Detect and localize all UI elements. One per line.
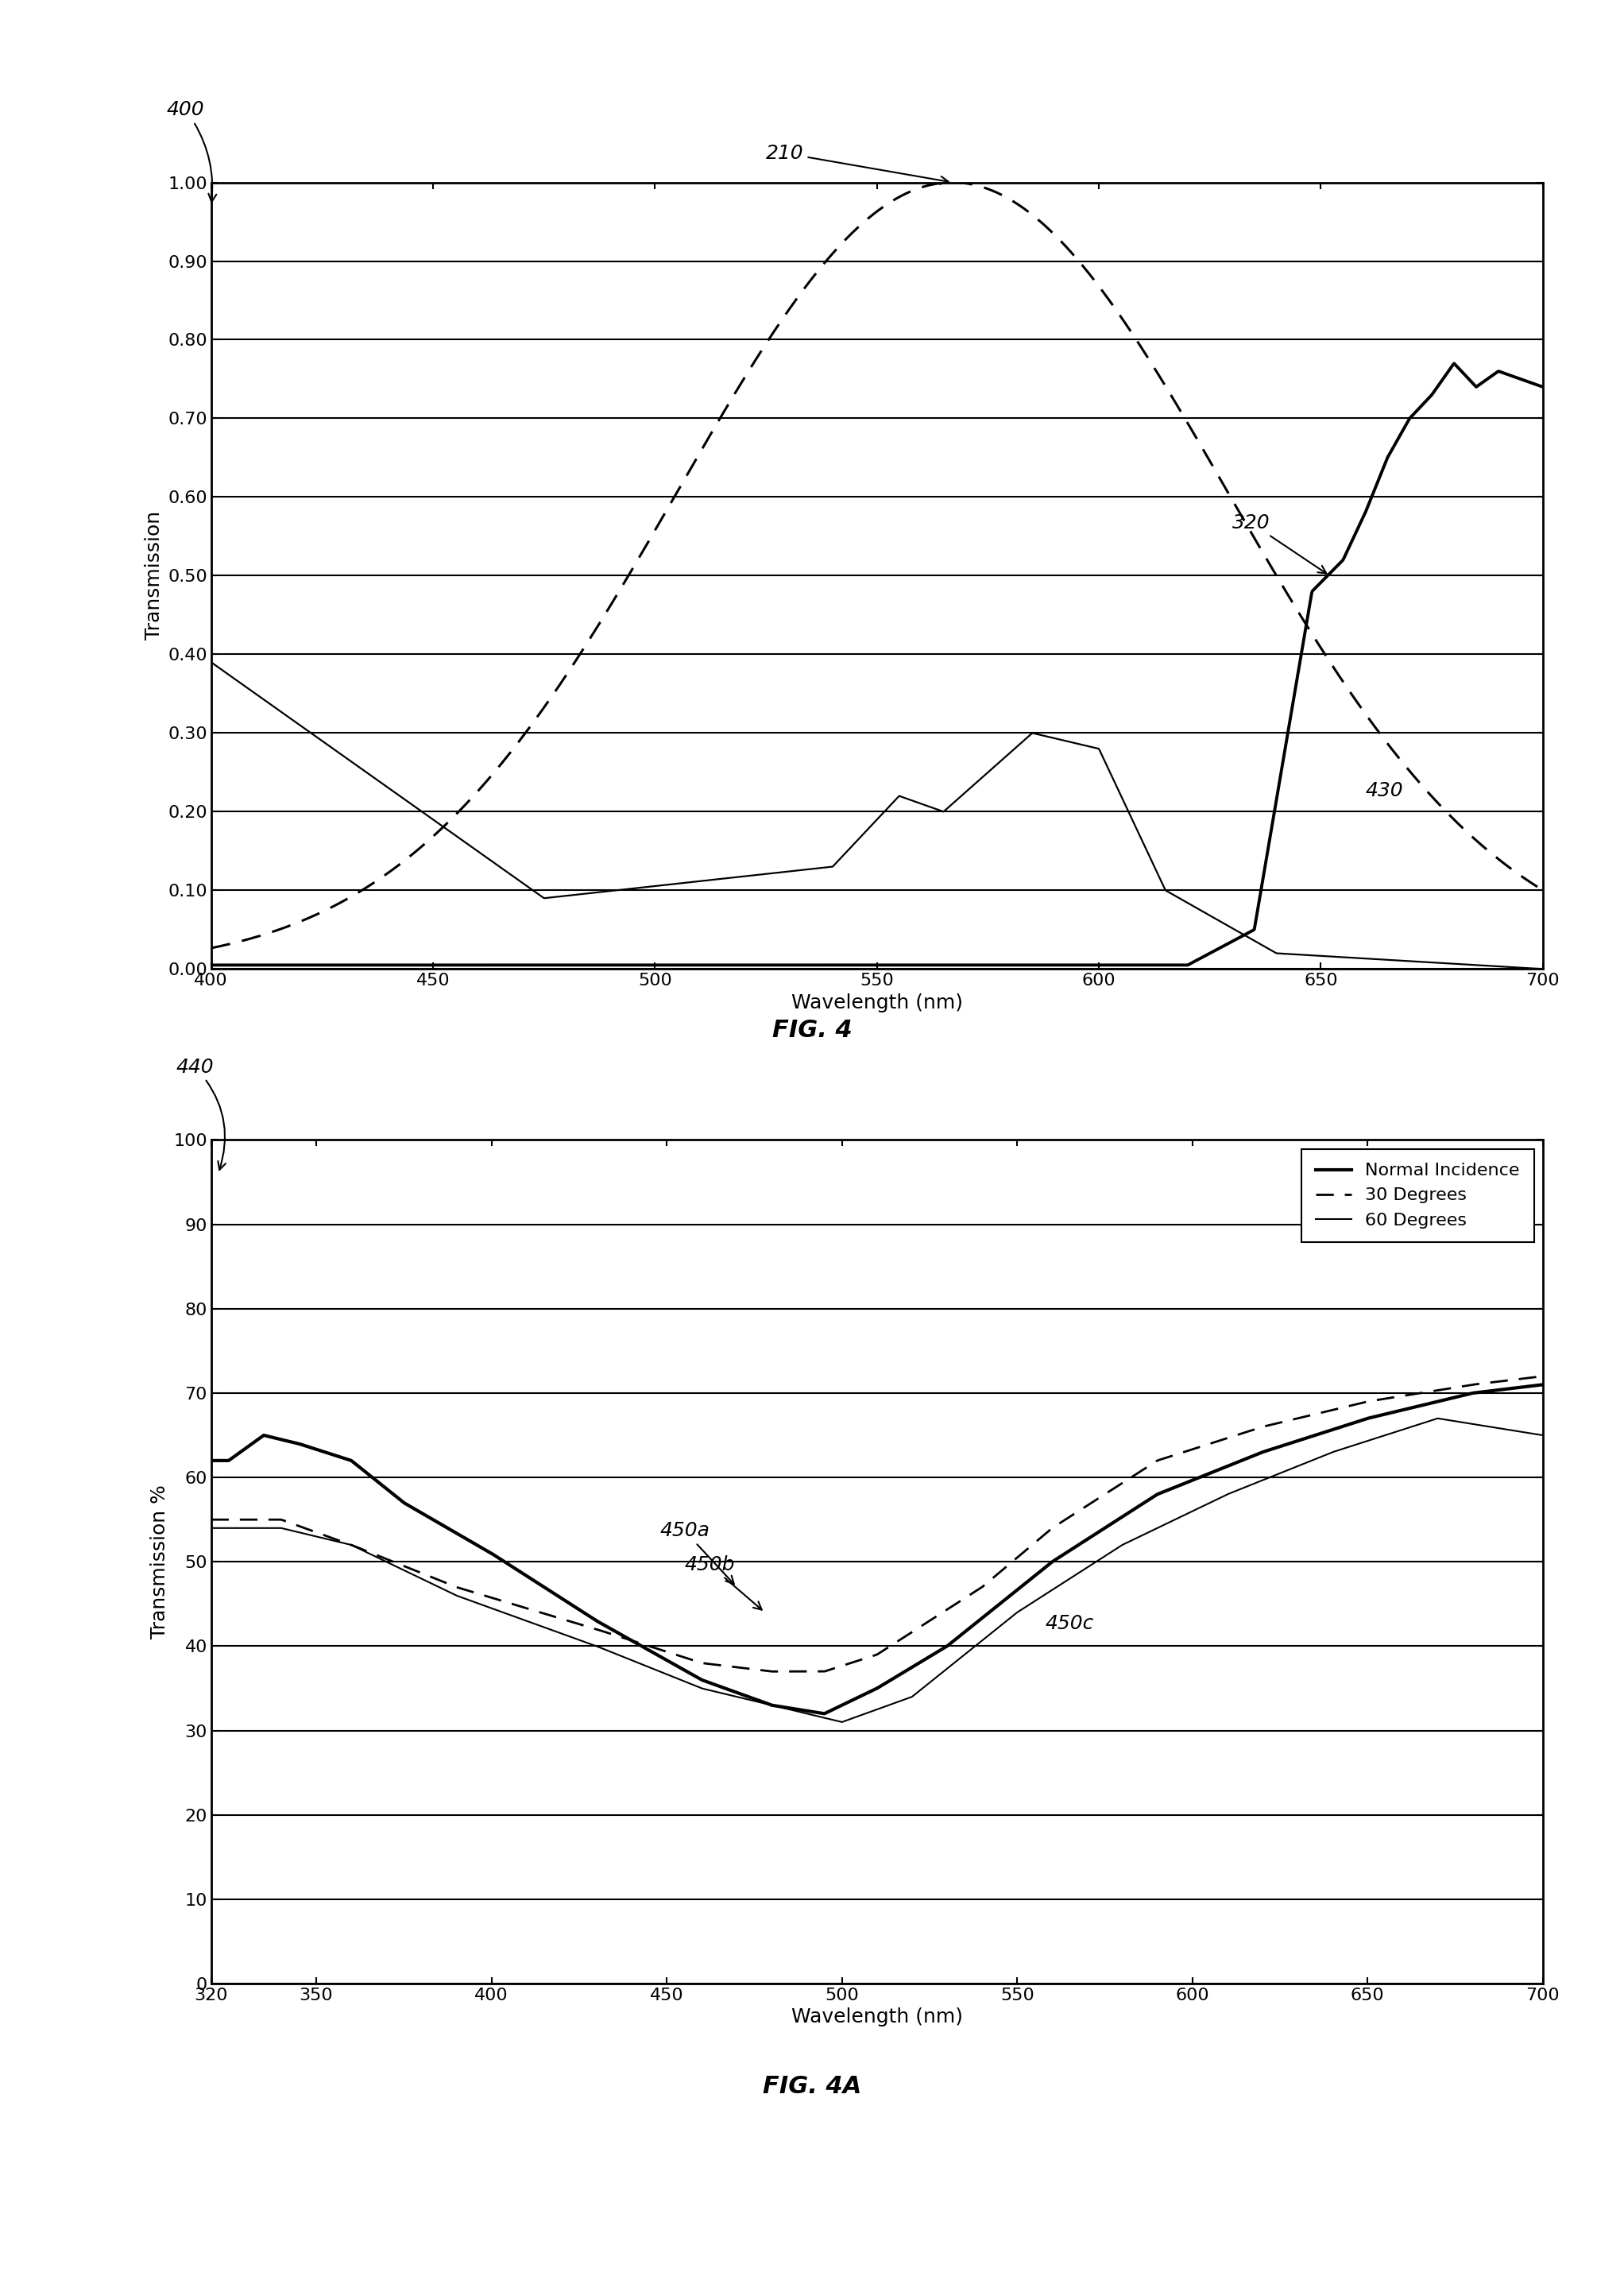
30 Degrees bbox=[201, 1505, 221, 1532]
Text: 450b: 450b bbox=[684, 1555, 762, 1610]
Text: FIG. 4A: FIG. 4A bbox=[763, 2075, 861, 2098]
Text: 320: 320 bbox=[1233, 513, 1327, 575]
30 Degrees bbox=[270, 1505, 289, 1532]
Text: 430: 430 bbox=[1366, 780, 1403, 800]
30 Degrees bbox=[762, 1658, 781, 1685]
60 Degrees bbox=[814, 1703, 833, 1731]
30 Degrees bbox=[849, 1646, 869, 1674]
Y-axis label: Transmission: Transmission bbox=[145, 511, 164, 641]
Text: 440: 440 bbox=[175, 1058, 226, 1170]
60 Degrees bbox=[1496, 1416, 1515, 1443]
Text: 400: 400 bbox=[167, 100, 216, 203]
30 Degrees bbox=[1494, 1368, 1514, 1395]
Normal Incidence bbox=[814, 1701, 833, 1728]
Line: Normal Incidence: Normal Incidence bbox=[211, 1384, 1543, 1715]
X-axis label: Wavelength (nm): Wavelength (nm) bbox=[791, 2009, 963, 2027]
60 Degrees bbox=[1427, 1404, 1447, 1432]
Text: 210: 210 bbox=[767, 144, 948, 185]
Line: 30 Degrees: 30 Degrees bbox=[211, 1377, 1543, 1671]
X-axis label: Wavelength (nm): Wavelength (nm) bbox=[791, 994, 963, 1012]
30 Degrees bbox=[1533, 1363, 1553, 1391]
Text: 450c: 450c bbox=[1046, 1614, 1095, 1632]
Normal Incidence bbox=[1494, 1375, 1514, 1402]
Normal Incidence bbox=[1250, 1439, 1270, 1466]
60 Degrees bbox=[201, 1514, 221, 1541]
Normal Incidence bbox=[1496, 1375, 1515, 1402]
Legend: Normal Incidence, 30 Degrees, 60 Degrees: Normal Incidence, 30 Degrees, 60 Degrees bbox=[1302, 1149, 1535, 1243]
60 Degrees bbox=[849, 1703, 869, 1731]
Normal Incidence bbox=[270, 1425, 289, 1452]
Normal Incidence bbox=[849, 1683, 869, 1710]
30 Degrees bbox=[1496, 1368, 1515, 1395]
60 Degrees bbox=[1496, 1416, 1515, 1443]
60 Degrees bbox=[1250, 1468, 1270, 1496]
Text: FIG. 4: FIG. 4 bbox=[771, 1019, 853, 1042]
Normal Incidence bbox=[814, 1701, 833, 1728]
Text: 450a: 450a bbox=[659, 1521, 734, 1585]
30 Degrees bbox=[1250, 1414, 1270, 1441]
Line: 60 Degrees: 60 Degrees bbox=[211, 1418, 1543, 1721]
60 Degrees bbox=[1533, 1423, 1553, 1450]
60 Degrees bbox=[831, 1708, 851, 1735]
Normal Incidence bbox=[201, 1448, 221, 1475]
Normal Incidence bbox=[1533, 1370, 1553, 1398]
Y-axis label: Transmission %: Transmission % bbox=[149, 1484, 169, 1639]
30 Degrees bbox=[814, 1658, 833, 1685]
60 Degrees bbox=[270, 1514, 289, 1541]
